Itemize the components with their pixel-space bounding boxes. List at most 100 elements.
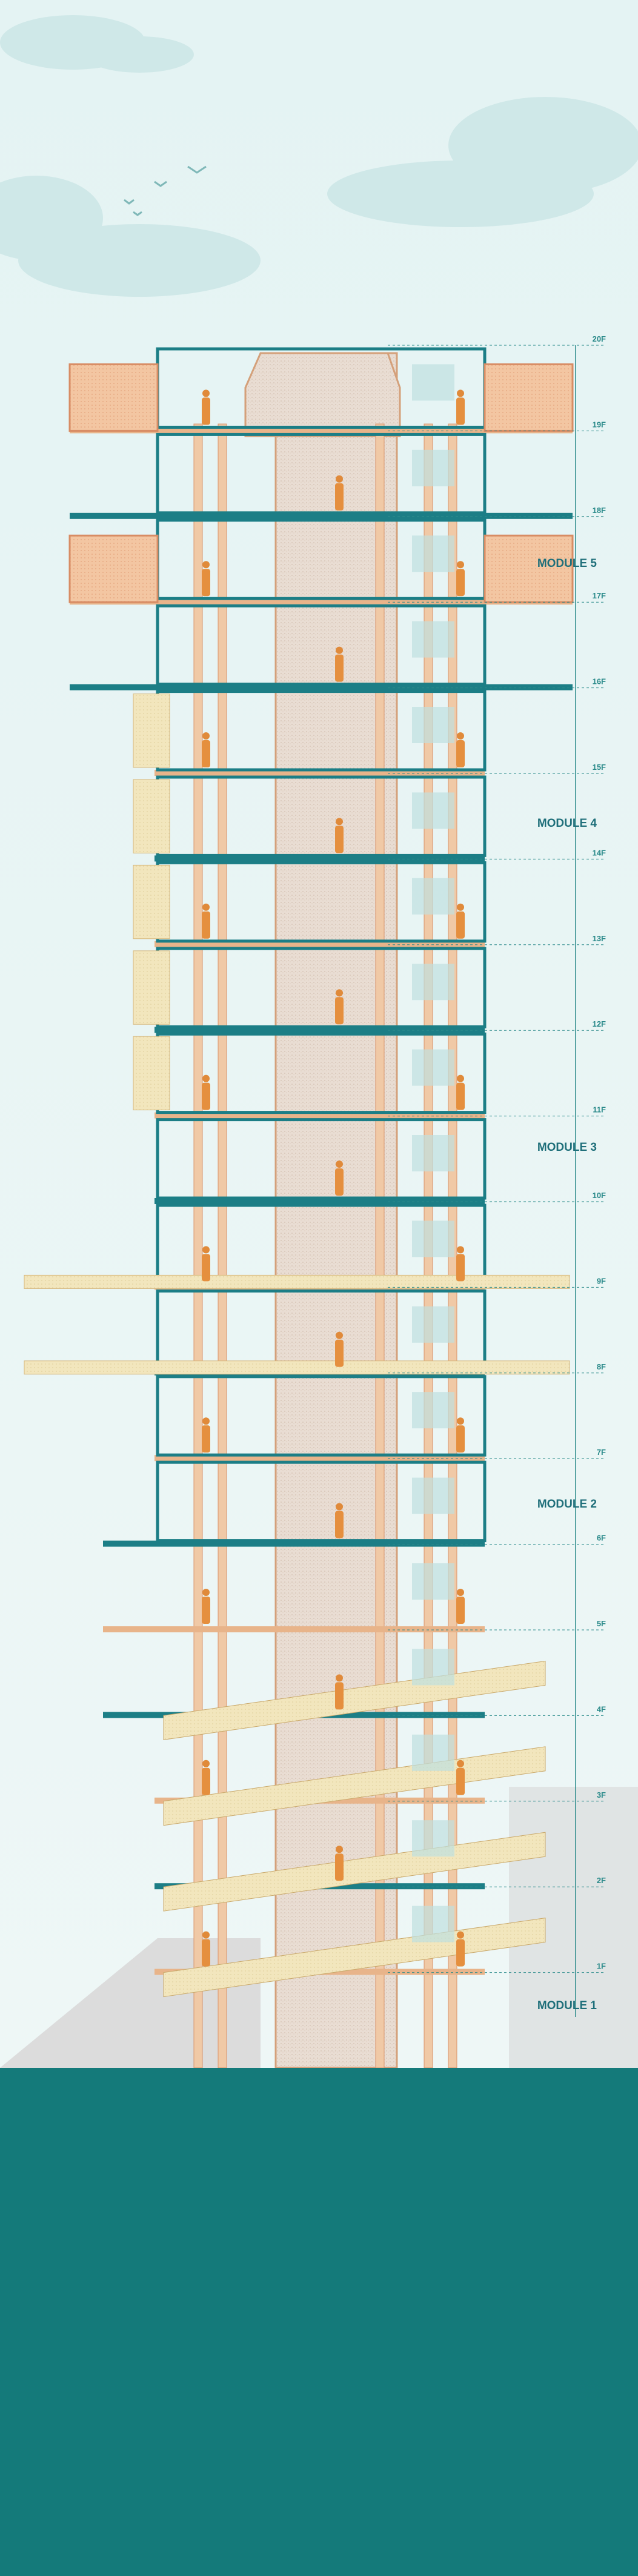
window [412, 792, 454, 829]
level-label: 2F [597, 1876, 606, 1885]
person-body [335, 1853, 344, 1881]
column [375, 423, 385, 2068]
person-head [457, 732, 464, 740]
side-box [133, 779, 170, 853]
person-head [336, 475, 343, 483]
person-head [336, 1846, 343, 1853]
person-body [456, 1082, 465, 1110]
person-head [457, 561, 464, 569]
window [412, 1049, 454, 1086]
person-head [202, 1931, 210, 1939]
person-body [202, 1597, 210, 1624]
level-label: 6F [597, 1534, 606, 1543]
tower [24, 347, 574, 2069]
terrace [24, 1360, 570, 1375]
level-label: 20F [593, 334, 606, 343]
level-label: 10F [593, 1191, 606, 1200]
person-body [335, 1339, 344, 1367]
window [412, 1906, 454, 1942]
person-head [336, 989, 343, 997]
level-label: 15F [593, 763, 606, 772]
terrace [24, 1274, 570, 1289]
floor-room [156, 432, 487, 515]
stair-tower [244, 352, 401, 437]
level-label: 3F [597, 1790, 606, 1800]
module-label: MODULE 3 [537, 1141, 597, 1154]
floor-slab [155, 941, 485, 947]
level-label: 18F [593, 506, 606, 515]
window [412, 878, 454, 915]
person-body [335, 654, 344, 682]
side-box [133, 694, 170, 768]
person-body [202, 397, 210, 425]
side-box [133, 864, 170, 939]
window [412, 1220, 454, 1257]
person-body [202, 1082, 210, 1110]
person-head [457, 1589, 464, 1596]
person-body [456, 911, 465, 939]
person-head [457, 1760, 464, 1767]
window [412, 1563, 454, 1600]
window [412, 1477, 454, 1514]
window [412, 1306, 454, 1343]
person-head [336, 818, 343, 826]
person-body [335, 826, 344, 853]
window [412, 707, 454, 743]
floor-slab [155, 1455, 485, 1462]
pod-right [483, 534, 574, 603]
person-body [335, 1168, 344, 1196]
level-label: 17F [593, 591, 606, 600]
person-head [202, 389, 210, 397]
person-head [202, 1589, 210, 1596]
level-label: 5F [597, 1619, 606, 1628]
window [412, 1734, 454, 1771]
floor-slab [70, 427, 573, 434]
pod-right [483, 363, 574, 432]
person-head [202, 1760, 210, 1767]
level-label: 16F [593, 677, 606, 686]
floor-slab [155, 1027, 485, 1033]
person-head [457, 1246, 464, 1254]
level-labels: 20F 19F 18F 17F 16F 15F 14F 13F 12F 11F 10F 9F 8F 7F 6… [388, 334, 606, 2012]
window [412, 364, 454, 401]
side-box [133, 1036, 170, 1111]
person-body [456, 397, 465, 425]
pod-left [68, 363, 159, 432]
window [412, 1649, 454, 1686]
level-label: 13F [593, 934, 606, 943]
level-label: 11F [593, 1105, 606, 1114]
person-body [456, 740, 465, 767]
person-body [335, 1511, 344, 1538]
person-head [336, 1161, 343, 1168]
person-head [457, 1931, 464, 1939]
birds [124, 165, 207, 216]
window [412, 621, 454, 658]
person-head [336, 1503, 343, 1511]
window [412, 1820, 454, 1857]
module-label: MODULE 4 [537, 817, 597, 830]
level-label: 12F [593, 1019, 606, 1028]
floor-slab [70, 512, 573, 519]
window [412, 449, 454, 486]
person-head [336, 646, 343, 654]
person-body [456, 1425, 465, 1453]
module-label: MODULE 2 [537, 1498, 597, 1511]
module-label: MODULE 1 [537, 1999, 597, 2012]
side-box [133, 950, 170, 1025]
level-label: 14F [593, 848, 606, 857]
floor-slab [70, 684, 573, 690]
person-head [202, 903, 210, 911]
person-head [457, 903, 464, 911]
floor-room [156, 1460, 487, 1543]
window [412, 964, 454, 1001]
person-body [456, 569, 465, 597]
person-head [457, 1417, 464, 1425]
person-body [202, 1254, 210, 1282]
person-body [335, 1682, 344, 1710]
level-label: 9F [597, 1276, 606, 1285]
person-head [336, 1674, 343, 1682]
clouds [0, 15, 638, 297]
person-body [202, 569, 210, 597]
level-label: 4F [597, 1704, 606, 1713]
